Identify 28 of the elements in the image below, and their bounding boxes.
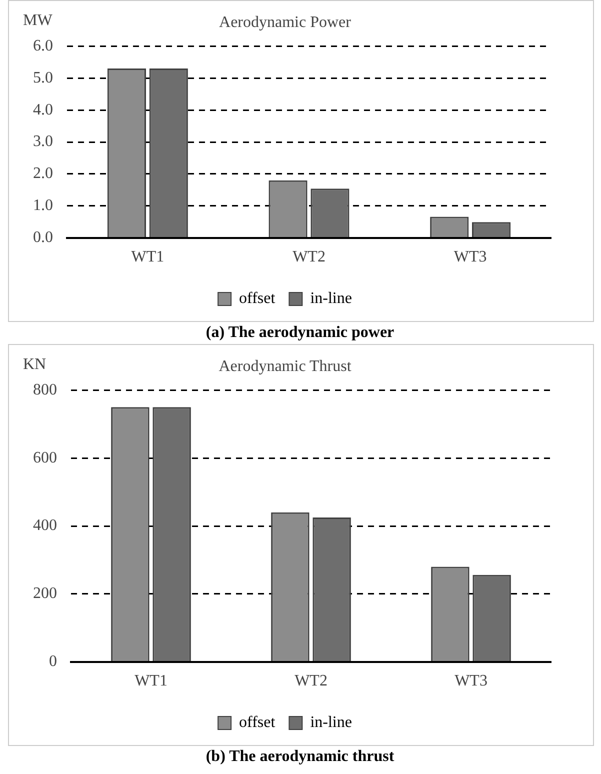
x-tick-label: WT2 <box>292 248 326 266</box>
y-tick-label: 0 <box>49 653 57 670</box>
y-tick-label: 1.0 <box>33 197 53 214</box>
y-tick-label: 600 <box>33 449 57 466</box>
y-tick-label: 800 <box>33 381 57 398</box>
legend-label: in-line <box>310 714 352 732</box>
x-tick-label: WT1 <box>131 248 164 266</box>
y-tick-label: 200 <box>33 585 57 602</box>
legend-label: in-line <box>310 290 352 308</box>
y-tick-label: 3.0 <box>33 133 53 150</box>
y-tick-label: 0.0 <box>33 229 53 246</box>
y-tick-label: 4.0 <box>33 101 53 118</box>
x-tick-label: WT3 <box>454 672 488 690</box>
x-tick-label: WT2 <box>294 672 328 690</box>
text: (b) The aerodynamic thrust <box>204 747 396 767</box>
x-tick-label: WT1 <box>134 672 168 690</box>
y-tick-label: 5.0 <box>33 69 53 86</box>
y-tick-label: 400 <box>33 517 57 534</box>
y-tick-label: 6.0 <box>33 37 53 54</box>
y-axis-title: KN <box>23 356 47 374</box>
legend-label: offset <box>239 714 276 732</box>
y-axis-title: MW <box>23 12 54 30</box>
chart-title: Aerodynamic Thrust <box>218 358 352 375</box>
text: (a) The aerodynamic power <box>204 323 396 343</box>
y-tick-label: 2.0 <box>33 165 53 182</box>
legend-label: offset <box>239 290 276 308</box>
chart-title: Aerodynamic Power <box>219 14 352 31</box>
x-tick-label: WT3 <box>454 248 487 266</box>
